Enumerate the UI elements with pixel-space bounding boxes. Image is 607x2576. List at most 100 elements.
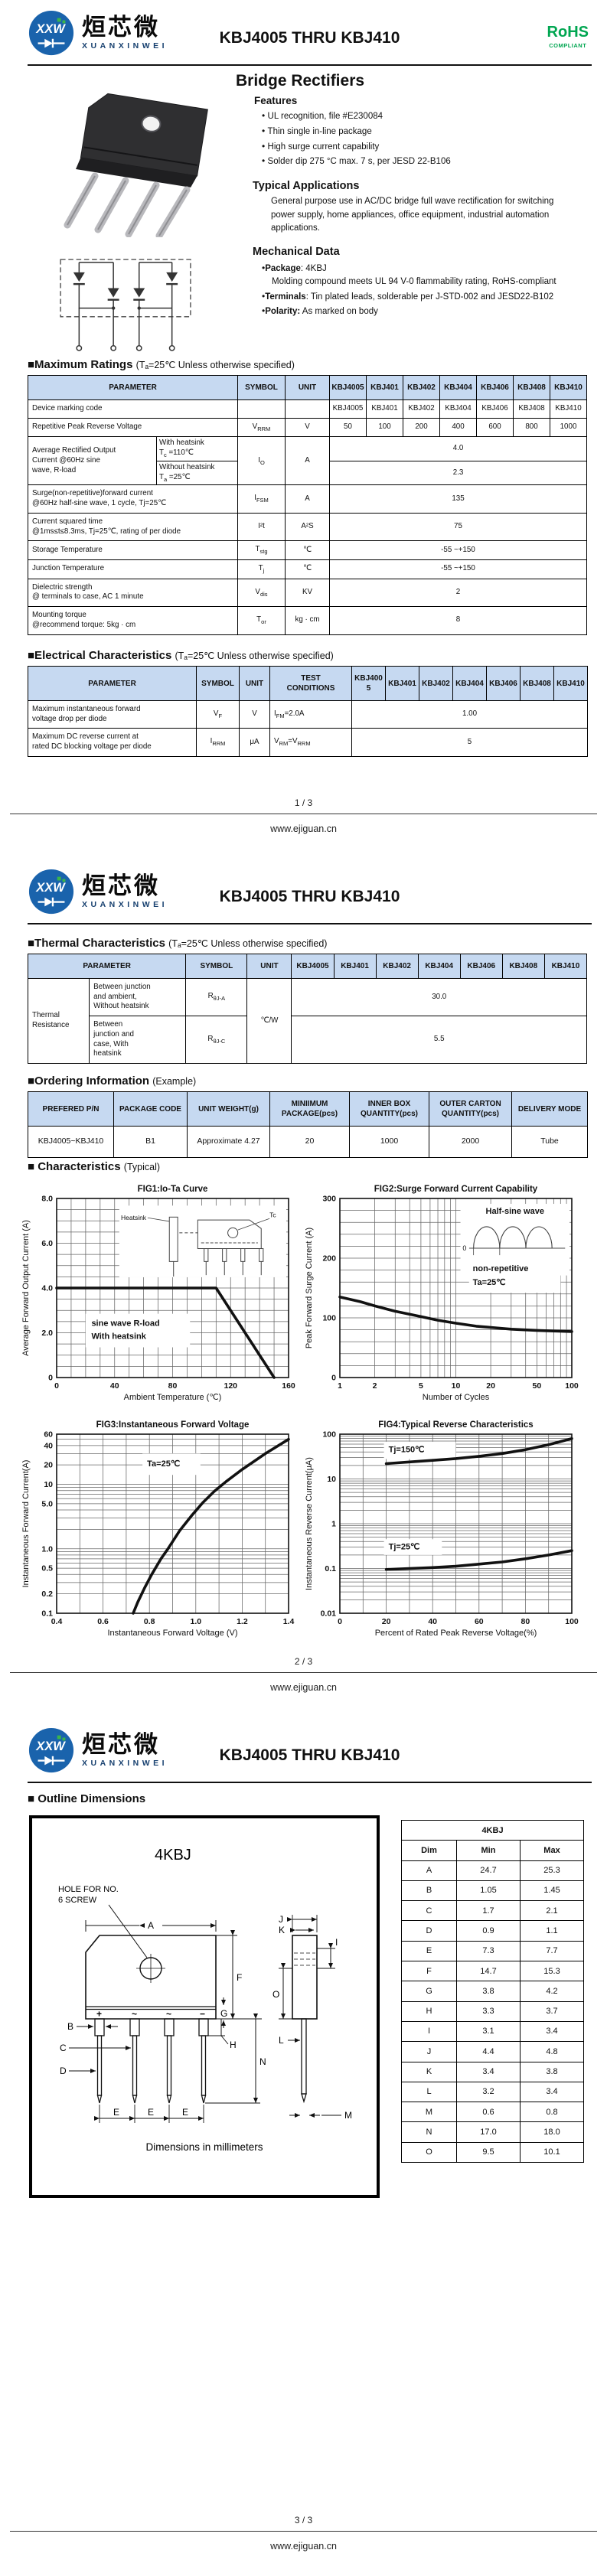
table-cell: 20 xyxy=(269,1126,350,1158)
svg-text:Heatsink: Heatsink xyxy=(121,1214,147,1221)
table-cell: 4.0 xyxy=(329,436,587,461)
table-cell: 25.3 xyxy=(519,1860,585,1881)
table-header-cell: KBJ410 xyxy=(543,954,588,979)
table-cell: Storage Temperature xyxy=(28,540,238,560)
table-cell: 1.45 xyxy=(519,1880,585,1902)
chart-annotation: sine wave R-load xyxy=(91,1319,159,1329)
dim-label-H: H xyxy=(230,2040,237,2050)
table-cell: N xyxy=(401,2121,457,2143)
table-cell: Repetitive Peak Reverse Voltage xyxy=(28,417,238,438)
dim-label-J: J xyxy=(279,1914,283,1925)
maximum-ratings-section: ■Maximum Ratings (Tₐ=25℃ Unless otherwis… xyxy=(28,358,587,635)
table-header-cell: KBJ410 xyxy=(550,375,587,400)
table-cell: Between junction and ambient, Without he… xyxy=(89,977,187,1017)
table-header-cell: 4KBJ xyxy=(400,1819,585,1841)
x-axis-label: Ambient Temperature (℃) xyxy=(124,1393,222,1402)
table-cell: ℃ xyxy=(285,540,330,560)
terminal-mark-ac: ~ xyxy=(132,2009,137,2020)
applications-title: Typical Applications xyxy=(253,180,360,193)
page-2: XXW 烜芯微 XUANXINWEI KBJ4005 THRU KBJ410 ■… xyxy=(0,859,607,1717)
y-tick-label: 5.0 xyxy=(41,1499,53,1508)
table-row: KBJ4005~KBJ410 B1 Approximate 4.27 20 1000 20… xyxy=(28,1126,588,1158)
table-cell: 1000 xyxy=(349,1126,429,1158)
y-tick-label: 4.0 xyxy=(41,1284,53,1293)
hole-note: 6 SCREW xyxy=(58,1896,97,1905)
table-cell: H xyxy=(401,2000,457,2022)
table-cell: Tor xyxy=(237,606,286,635)
table-cell: IFSM xyxy=(237,484,286,514)
product-illustrations xyxy=(40,78,235,358)
y-tick-label: 0.01 xyxy=(321,1609,337,1619)
table-cell: RθJ-A xyxy=(185,977,248,1017)
table-row: B 1.05 1.45 xyxy=(401,1880,585,1902)
table-row: Maximum instantaneous forward voltage dr… xyxy=(28,699,588,729)
table-cell: 600 xyxy=(476,417,514,438)
data-table: PARAMETER SYMBOL UNIT TEST CONDITIONS KBJ400… xyxy=(28,666,588,757)
page-header: XXW 烜芯微 XUANXINWEI KBJ4005 THRU KBJ410 xyxy=(28,868,592,918)
dim-label-D: D xyxy=(60,2066,67,2076)
table-header-cell: OUTER CARTON QUANTITY(pcs) xyxy=(429,1091,512,1127)
table-cell: KBJ4005 xyxy=(329,399,367,419)
chart-title: FIG4:Typical Reverse Characteristics xyxy=(378,1420,533,1430)
table-cell: Tj xyxy=(237,559,286,579)
table-row: Current squared time @1ms≤t≤8.3ms, Tj=25… xyxy=(28,512,587,542)
header-rule xyxy=(28,64,592,66)
table-cell: 400 xyxy=(439,417,477,438)
chart-title: FIG3:Instantaneous Forward Voltage xyxy=(96,1420,250,1430)
table-cell xyxy=(237,399,286,419)
table-cell: 2.3 xyxy=(329,460,587,486)
table-header-cell: KBJ401 xyxy=(333,954,377,979)
table-row: F 14.7 15.3 xyxy=(401,1961,585,1982)
table-header-row: PREFERED P/N PACKAGE CODE UNIT WEIGHT(g) MI… xyxy=(28,1091,588,1127)
table-header-row: 4KBJ xyxy=(400,1819,585,1841)
terminal-mark-plus: + xyxy=(96,2009,102,2020)
svg-text:Half-sine wave: Half-sine wave xyxy=(486,1207,544,1216)
table-row: E 7.3 7.7 xyxy=(401,1940,585,1962)
table-cell: 100 xyxy=(366,417,403,438)
outline-drawing: 4KBJ HOLE FOR NO. 6 SCREW A + ~ ~ xyxy=(58,1847,352,2153)
table-header-row: PARAMETER SYMBOL UNIT KBJ4005 KBJ401 KBJ402 KB… xyxy=(28,375,587,400)
table-cell: Without heatsink Ta =25℃ xyxy=(156,460,238,486)
page-number: 1 / 3 xyxy=(294,797,313,808)
table-cell: VRRM xyxy=(237,417,286,438)
table-cell: Current squared time @1ms≤t≤8.3ms, Tj=25… xyxy=(28,512,238,542)
table-header-cell: SYMBOL xyxy=(185,954,248,979)
table-cell: 17.0 xyxy=(456,2121,521,2143)
table-cell: 3.4 xyxy=(519,2020,585,2043)
y-tick-label: 20 xyxy=(44,1461,53,1470)
table-cell: 8 xyxy=(329,606,587,635)
table-row: Average Rectified Output Current @60Hz s… xyxy=(28,436,587,486)
table-cell: A xyxy=(401,1860,457,1881)
table-header-row: Dim Min Max xyxy=(401,1840,585,1861)
outline-drawing-box: 4KBJ HOLE FOR NO. 6 SCREW A + ~ ~ xyxy=(29,1815,380,2198)
website-link[interactable]: www.ejiguan.cn xyxy=(270,823,337,834)
x-tick-label: 20 xyxy=(486,1381,495,1391)
table-row: Dielectric strength @ terminals to case,… xyxy=(28,578,587,608)
dim-label-E: E xyxy=(113,2107,119,2118)
dim-label-G: G xyxy=(220,2008,227,2019)
dim-label-I: I xyxy=(335,1937,338,1948)
data-table: 4KBJ Dim Min Max A 24.7 25.3 B 1.05 1.45 C 1.7 2.1 D 0… xyxy=(400,1819,585,2164)
y-tick-label: 40 xyxy=(44,1441,53,1450)
table-header-cell: KBJ404 xyxy=(417,954,461,979)
table-cell: 3.4 xyxy=(456,2061,521,2082)
thermal-characteristics-section: ■Thermal Characteristics (Tₐ=25℃ Unless … xyxy=(27,937,588,1065)
table-cell: 18.0 xyxy=(519,2121,585,2143)
series-IFSM xyxy=(338,1295,573,1333)
x-tick-label: 5 xyxy=(419,1381,423,1391)
y-axis-label: Peak Forward Surge Current (A) xyxy=(305,1228,314,1348)
table-header-cell: Min xyxy=(456,1840,521,1861)
table-cell: With heatsink Tc =110℃ xyxy=(156,436,238,461)
table-row: Without heatsink Ta =25℃ 2.3 xyxy=(28,460,587,486)
package-photo xyxy=(64,93,208,240)
page-header: XXW 烜芯微 XUANXINWEI KBJ4005 THRU KBJ410 xyxy=(28,1727,592,1777)
x-tick-label: 80 xyxy=(168,1381,178,1391)
website-link[interactable]: www.ejiguan.cn xyxy=(270,1682,337,1693)
y-tick-label: 10 xyxy=(44,1480,53,1489)
electrical-table: PARAMETER SYMBOL UNIT TEST CONDITIONS KBJ400… xyxy=(28,666,588,757)
website-link[interactable]: www.ejiguan.cn xyxy=(270,2541,337,2552)
x-tick-label: 160 xyxy=(282,1381,295,1391)
table-cell: Between junction and case, With heatsink xyxy=(89,1016,187,1065)
y-axis-label: Instantaneous Reverse Current(μA) xyxy=(305,1457,314,1590)
